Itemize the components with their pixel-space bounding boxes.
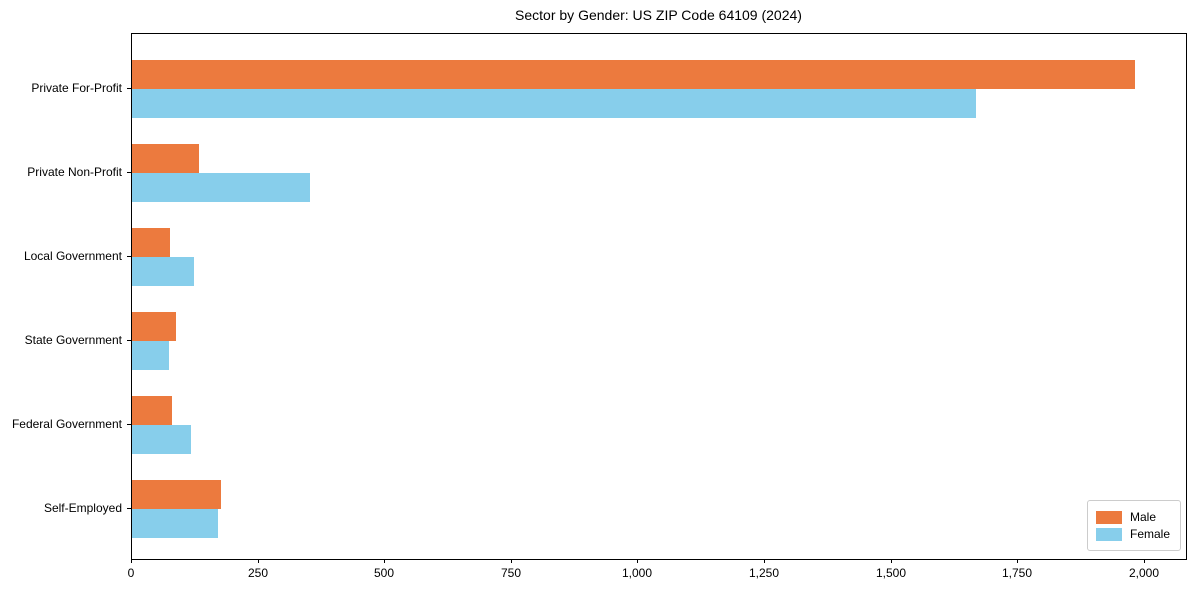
y-tick-mark bbox=[127, 256, 131, 257]
y-tick-label: Private Non-Profit bbox=[27, 165, 122, 179]
bar-female-5 bbox=[132, 425, 191, 454]
x-tick-label: 750 bbox=[500, 566, 522, 580]
x-tick-mark bbox=[131, 559, 132, 563]
x-tick-mark bbox=[637, 559, 638, 563]
y-tick-label: Private For-Profit bbox=[31, 81, 122, 95]
x-tick-mark bbox=[1144, 559, 1145, 563]
legend: Male Female bbox=[1086, 500, 1181, 551]
bar-male-1 bbox=[132, 60, 1135, 89]
x-tick-label: 1,750 bbox=[1001, 566, 1033, 580]
x-tick-label: 1,000 bbox=[621, 566, 653, 580]
plot-area: Male Female bbox=[131, 33, 1187, 560]
y-tick-mark bbox=[127, 88, 131, 89]
y-tick-label: State Government bbox=[24, 333, 122, 347]
x-tick-label: 1,250 bbox=[748, 566, 780, 580]
x-tick-mark bbox=[384, 559, 385, 563]
x-tick-mark bbox=[1017, 559, 1018, 563]
bar-male-6 bbox=[132, 480, 221, 509]
x-tick-label: 250 bbox=[247, 566, 269, 580]
y-tick-label: Local Government bbox=[23, 249, 122, 263]
chart-title: Sector by Gender: US ZIP Code 64109 (202… bbox=[515, 7, 802, 23]
y-tick-label: Self-Employed bbox=[43, 501, 122, 515]
legend-item-female: Female bbox=[1095, 527, 1170, 541]
x-tick-mark bbox=[511, 559, 512, 563]
x-tick-mark bbox=[891, 559, 892, 563]
y-tick-mark bbox=[127, 508, 131, 509]
x-tick-label: 2,000 bbox=[1128, 566, 1160, 580]
y-tick-mark bbox=[127, 172, 131, 173]
x-tick-label: 1,500 bbox=[875, 566, 907, 580]
bar-male-4 bbox=[132, 312, 176, 341]
bar-male-5 bbox=[132, 396, 172, 425]
legend-item-male: Male bbox=[1095, 510, 1170, 524]
y-tick-mark bbox=[127, 340, 131, 341]
y-tick-mark bbox=[127, 424, 131, 425]
y-tick-label: Federal Government bbox=[11, 417, 122, 431]
legend-label: Female bbox=[1129, 527, 1170, 541]
bar-female-3 bbox=[132, 257, 194, 286]
bar-female-4 bbox=[132, 341, 169, 370]
bar-female-2 bbox=[132, 173, 310, 202]
x-tick-label: 500 bbox=[373, 566, 395, 580]
bar-male-3 bbox=[132, 228, 170, 257]
bar-female-1 bbox=[132, 89, 976, 118]
bar-male-2 bbox=[132, 144, 199, 173]
x-tick-mark bbox=[258, 559, 259, 563]
legend-swatch-female bbox=[1095, 527, 1122, 541]
legend-swatch-male bbox=[1095, 510, 1122, 524]
x-tick-label: 0 bbox=[127, 566, 135, 580]
x-tick-mark bbox=[764, 559, 765, 563]
legend-label: Male bbox=[1129, 510, 1156, 524]
bar-female-6 bbox=[132, 509, 218, 538]
